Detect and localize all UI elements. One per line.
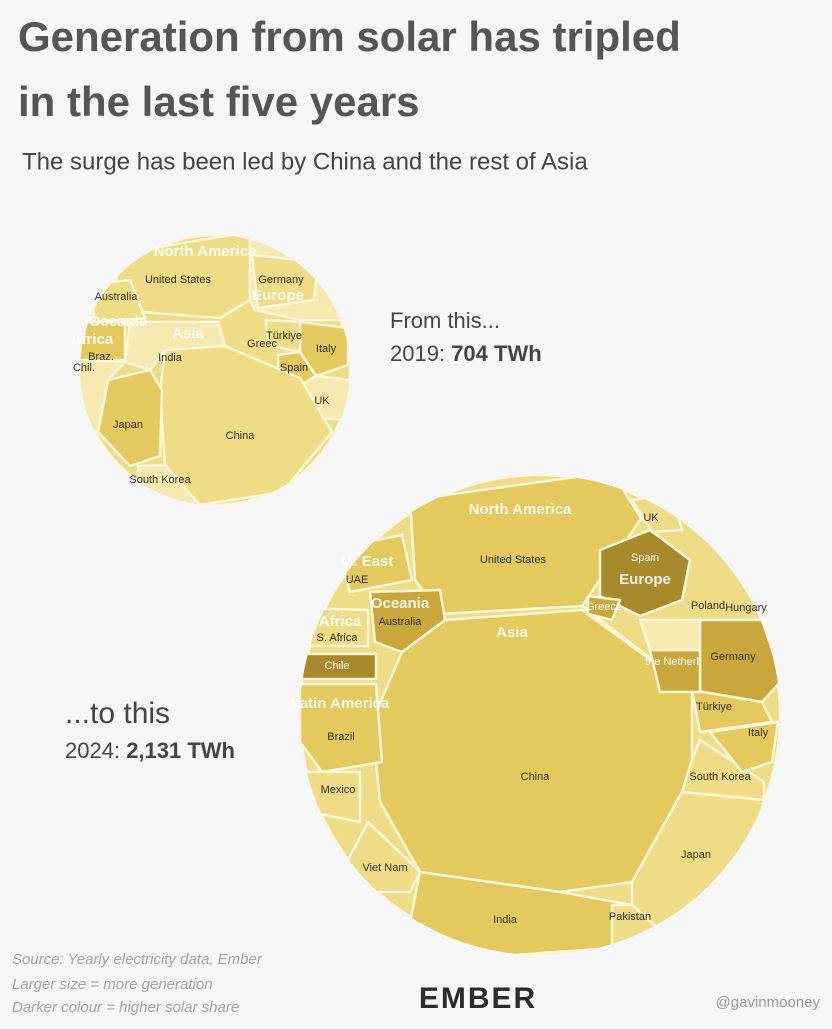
cell (300, 682, 384, 774)
total-value: 704 TWh (451, 341, 541, 366)
cell (586, 594, 622, 622)
logo: EMBER (419, 982, 537, 1015)
cell-label: Spain (631, 552, 659, 564)
cell-label: Türkiye (266, 330, 302, 342)
caption: ...to this (65, 697, 170, 730)
year: 2019: (390, 341, 445, 366)
region-label: Asia (496, 624, 528, 641)
cell (346, 820, 422, 894)
cell-label: Germany (710, 651, 756, 663)
total-value: 2,131 TWh (126, 738, 235, 763)
title: Generation from solar has tripled (18, 13, 681, 60)
cell-label: Greec (247, 338, 277, 350)
cell (638, 618, 702, 652)
cell (368, 588, 447, 654)
cell-label: India (158, 352, 183, 364)
caption: From this... (390, 308, 500, 333)
cell-label: United States (480, 554, 547, 566)
region-label: Oceania (89, 313, 148, 330)
cell-label: Australia (95, 291, 139, 303)
region-label: Europe (252, 287, 304, 304)
region-label: Oceania (371, 595, 430, 612)
cell-label: Italy (316, 343, 337, 355)
cell-label: Viet Nam (362, 862, 407, 874)
region-label: M. East (341, 553, 394, 570)
region-label: Africa (319, 613, 362, 630)
cell-label: Poland (691, 600, 725, 612)
cell-label: Mexico (321, 784, 356, 796)
region-label: North America (154, 243, 257, 260)
cell-label: UK (314, 395, 330, 407)
cell-label: Braz. (88, 351, 114, 363)
labels-2024: North America United States Asia China I… (291, 501, 769, 926)
cell-label: Japan (113, 419, 143, 431)
cell-label: China (226, 430, 256, 442)
region-label: Asia (172, 325, 204, 342)
voronoi-2024 (300, 475, 780, 955)
cell-label: Italy (748, 727, 769, 739)
cell-label: Germany (258, 274, 304, 286)
region-label: North America (469, 501, 572, 518)
cell (680, 738, 766, 802)
region-label: Europe (619, 571, 671, 588)
cell-label: South Korea (689, 771, 751, 783)
cell-label: Türkiye (696, 701, 732, 713)
cell-label: Greece (586, 601, 622, 613)
cell-label: Pakistan (609, 911, 651, 923)
cell-label: Australia (379, 616, 423, 628)
cell-label: Spain (280, 362, 308, 374)
cell-label: Chile (324, 660, 349, 672)
voronoi-2019 (80, 235, 350, 505)
cell-label: China (521, 771, 551, 783)
subtitle: The surge has been led by China and the … (22, 148, 588, 175)
total: 2024: 2,131 TWh (65, 738, 235, 763)
cell-label: Japan (681, 849, 711, 861)
handle: @gavinmooney (716, 994, 821, 1011)
cell-label: Hungary (725, 602, 767, 614)
cell-label: United States (145, 274, 212, 286)
region-label: Latin America (291, 695, 390, 712)
cell (300, 652, 378, 681)
note: Darker colour = higher solar share (12, 999, 239, 1016)
cell-label: Chil. (73, 362, 95, 374)
cell-label: South Korea (129, 474, 191, 486)
note: Larger size = more generation (12, 976, 213, 993)
region-label: Africa (71, 331, 114, 348)
cell-label: UAE (346, 574, 369, 586)
cell-label: the Netherl (645, 656, 699, 668)
year: 2024: (65, 738, 120, 763)
total: 2019: 704 TWh (390, 341, 542, 366)
cell-label: S. Africa (317, 632, 359, 644)
labels-2019: North America United States Germany Euro… (71, 243, 337, 486)
title: in the last five years (18, 78, 420, 125)
cell (708, 720, 780, 774)
cell-label: Brazil (327, 731, 355, 743)
cell-label: UK (643, 512, 659, 524)
cell (80, 320, 127, 362)
cell (300, 770, 362, 824)
cell (80, 358, 127, 434)
cell-label: India (493, 914, 518, 926)
source: Source: Yearly electricity data, Ember (12, 951, 263, 968)
